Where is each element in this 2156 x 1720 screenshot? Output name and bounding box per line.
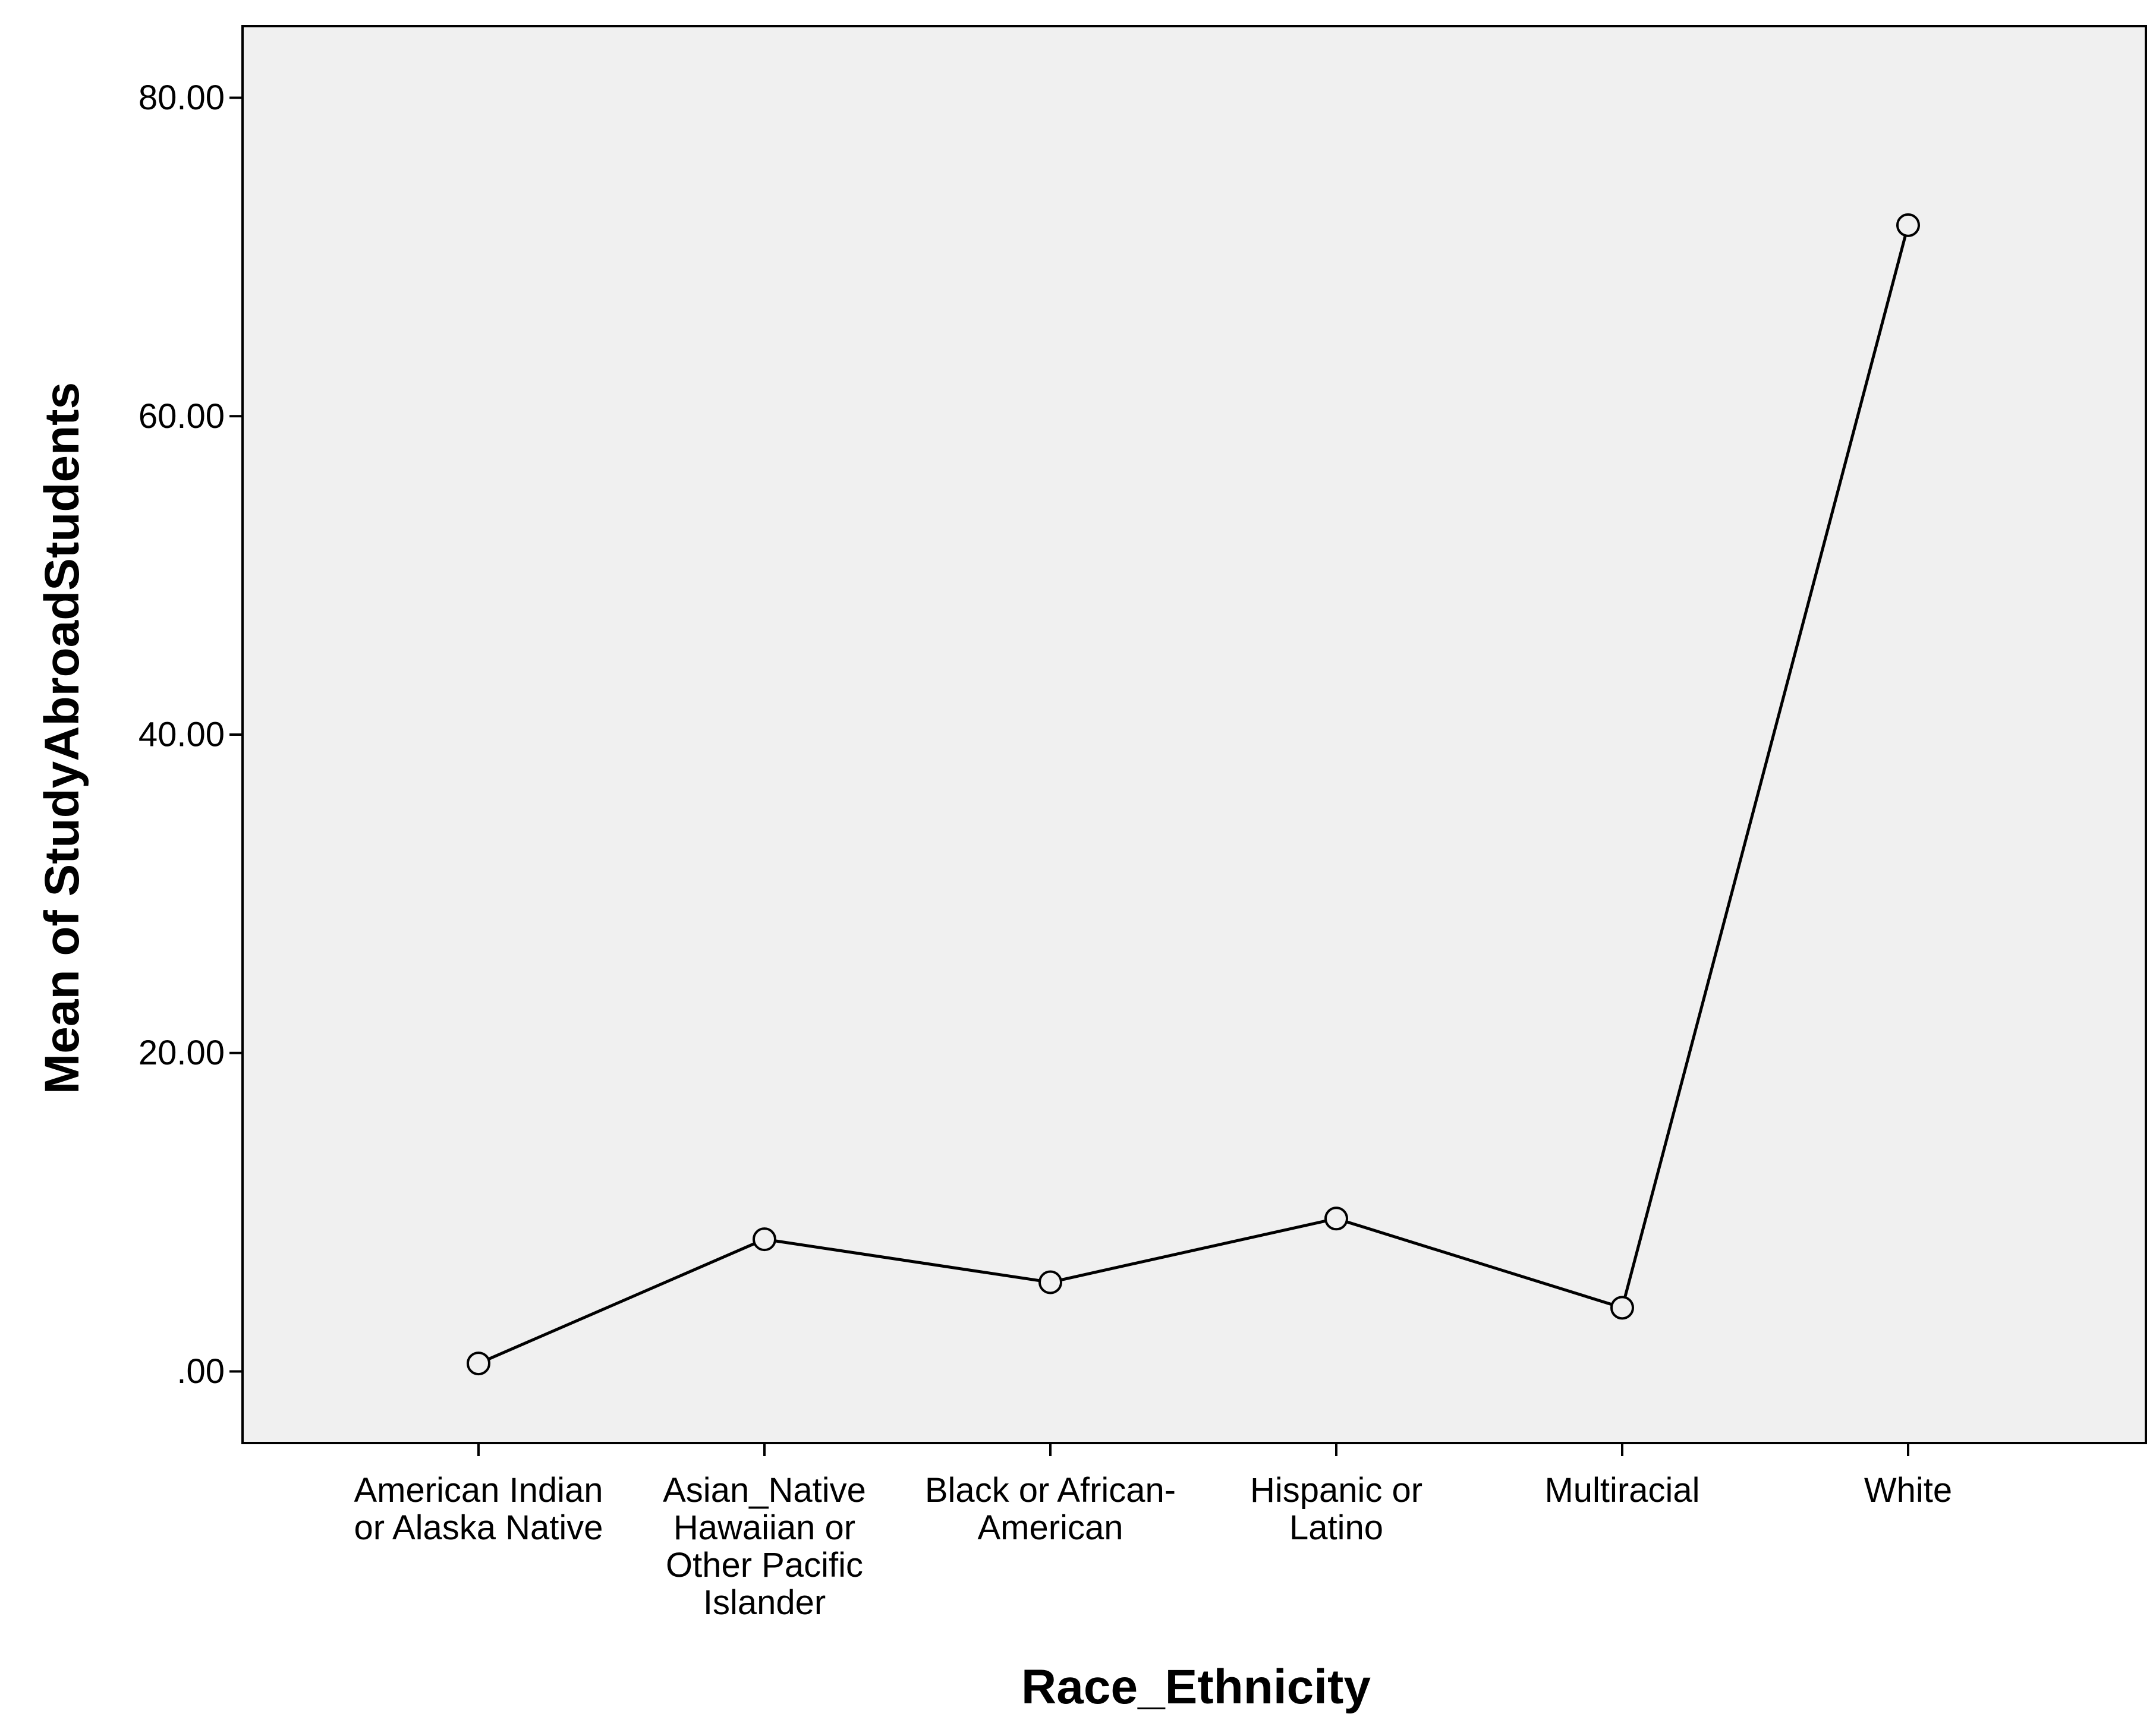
x-axis-title: Race_Ethnicity bbox=[1021, 1660, 1371, 1714]
y-tick-label: 20.00 bbox=[139, 1034, 225, 1072]
y-tick-label: 80.00 bbox=[139, 78, 225, 117]
data-points bbox=[467, 213, 1920, 1376]
data-point bbox=[467, 1352, 490, 1376]
x-tick-label: Black or African-American bbox=[925, 1471, 1176, 1547]
data-point bbox=[1610, 1296, 1634, 1320]
data-point bbox=[1896, 213, 1920, 237]
x-tick-label: American Indian or Alaska Native bbox=[354, 1471, 603, 1547]
data-line bbox=[478, 225, 1910, 1365]
data-point bbox=[753, 1227, 776, 1252]
y-tick-label: 60.00 bbox=[139, 397, 225, 436]
y-axis: .00 20.00 40.00 60.00 80.00 bbox=[139, 78, 243, 1391]
x-tick-label: Asian_Native Hawaiian or Other Pacific Isla… bbox=[663, 1471, 866, 1622]
x-tick-label: Multiracial bbox=[1544, 1471, 1699, 1510]
x-tick-label: Hispanic or Latino bbox=[1250, 1471, 1422, 1547]
y-axis-title: Mean of StudyAbroadStudents bbox=[35, 382, 89, 1094]
y-tick-label: .00 bbox=[177, 1352, 225, 1391]
data-point bbox=[1038, 1270, 1062, 1294]
y-tick-label: 40.00 bbox=[139, 716, 225, 754]
x-tick-label: White bbox=[1864, 1471, 1952, 1510]
plot-area bbox=[241, 25, 2147, 1444]
data-point bbox=[1324, 1206, 1348, 1231]
x-axis: American Indian or Alaska Native Asian_Nat… bbox=[354, 1443, 1952, 1622]
